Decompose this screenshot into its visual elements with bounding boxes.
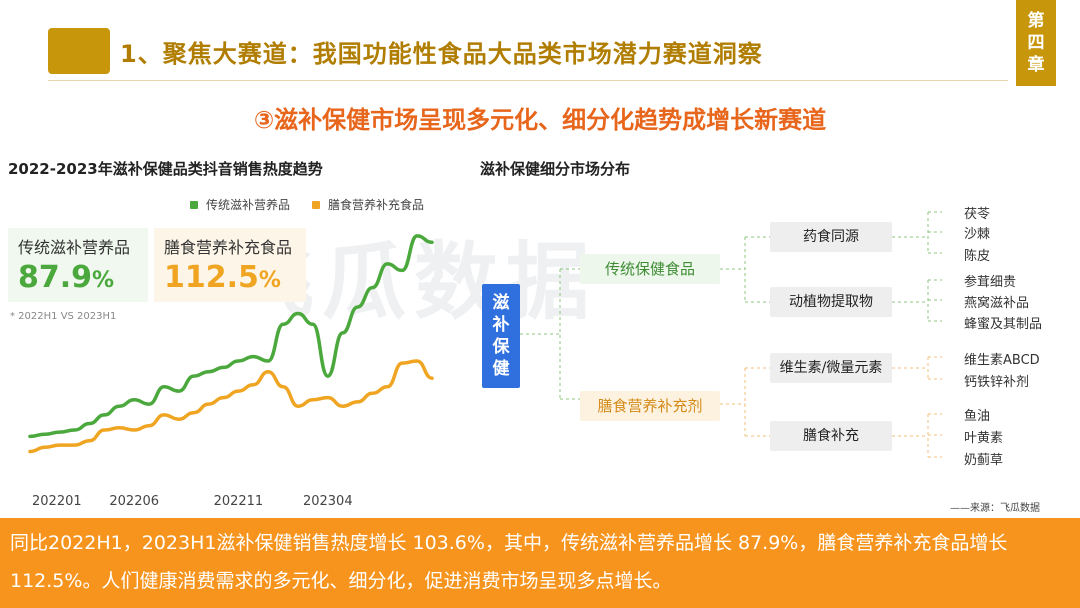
kpi-value: 87.9% (18, 260, 138, 295)
chapter-char: 第 (1027, 11, 1045, 31)
legend-item-dietary: 膳食营养补充食品 (312, 196, 424, 213)
root-char: 滋 (492, 293, 510, 313)
x-tick-label: 202206 (109, 494, 159, 509)
legend-swatch-orange (312, 200, 321, 209)
root-char: 健 (492, 359, 510, 379)
series-line-1 (28, 359, 434, 454)
tree-leaf: 蜂蜜及其制品 (964, 317, 1043, 332)
compare-note: * 2022H1 VS 2023H1 (10, 311, 117, 322)
chart-title: 2022-2023年滋补保健品类抖音销售热度趋势 (8, 160, 323, 178)
legend-item-traditional: 传统滋补营养品 (190, 196, 290, 213)
connector-leaves-4 (892, 413, 942, 458)
legend-swatch-green (190, 200, 198, 209)
legend-label: 膳食营养补充食品 (328, 198, 425, 212)
chapter-char: 章 (1027, 55, 1045, 75)
series-line-0 (28, 234, 434, 439)
page-title: 1、聚焦大赛道：我国功能性食品大品类市场潜力赛道洞察 (120, 40, 763, 68)
kpi-label: 传统滋补营养品 (18, 238, 131, 257)
x-tick-label: 202201 (32, 494, 82, 509)
tree-leaf: 钙铁锌补剂 (964, 375, 1030, 390)
kpi-value: 112.5% (164, 260, 296, 295)
connector-root (520, 268, 580, 400)
x-tick-label: 202304 (303, 494, 353, 509)
tree-connectors (520, 211, 942, 458)
connector-leaves-1 (892, 211, 942, 254)
tree-leaf: 参茸细贵 (964, 275, 1017, 290)
header-accent-block (48, 28, 110, 74)
kpi-number: 112.5 (164, 260, 259, 295)
root-char: 补 (492, 315, 510, 335)
tree-leaf: 叶黄素 (964, 431, 1004, 446)
tree-leaf: 维生素ABCD (964, 353, 1040, 368)
kpi-card-dietary: 膳食营养补充食品 112.5% (154, 228, 306, 302)
connector-green (720, 236, 770, 303)
section-subtitle: ③滋补保健市场呈现多元化、细分化趋势成增长新赛道 (253, 106, 827, 134)
tree-leaf: 燕窝滋补品 (964, 296, 1030, 311)
kpi-label: 膳食营养补充食品 (164, 238, 293, 257)
chart-legend: 传统滋补营养品 膳食营养补充食品 (190, 196, 424, 213)
tree-category-dietary: 膳食营养补充剂 (580, 391, 720, 421)
line-chart: 202201 202206 202211 202304 (28, 234, 434, 509)
tree-root: 滋 补 保 健 (482, 284, 520, 388)
kpi-unit: % (258, 268, 281, 293)
kpi-card-traditional: 传统滋补营养品 87.9% (8, 228, 148, 302)
connector-leaves-2 (892, 279, 942, 322)
tree-subcategory: 膳食补充 (770, 421, 892, 451)
tree-subcategory: 药食同源 (770, 222, 892, 252)
summary-footer: 同比2022H1，2023H1滋补保健销售热度增长 103.6%，其中，传统滋补… (0, 518, 1080, 608)
kpi-number: 87.9 (18, 260, 93, 295)
header-divider (48, 80, 1008, 81)
tree-leaf: 沙棘 (964, 227, 991, 242)
chapter-char: 四 (1027, 33, 1045, 53)
tree-leaf: 陈皮 (964, 249, 991, 264)
kpi-unit: % (92, 268, 115, 293)
tree-subcategory: 动植物提取物 (770, 287, 892, 317)
connector-leaves-3 (892, 356, 942, 380)
tree-leaf: 鱼油 (964, 409, 991, 424)
tree-leaf: 茯苓 (964, 207, 991, 222)
tree-subcategory: 维生素/微量元素 (770, 353, 892, 383)
root-char: 保 (492, 337, 510, 357)
tree-title: 滋补保健细分市场分布 (480, 160, 631, 178)
x-tick-label: 202211 (214, 494, 264, 509)
tree-leaf: 奶蓟草 (964, 453, 1004, 468)
legend-label: 传统滋补营养品 (206, 198, 291, 212)
source-note: ——来源：飞瓜数据 (950, 503, 1040, 514)
connector-orange (720, 367, 770, 437)
tree-category-traditional: 传统保健食品 (580, 254, 720, 284)
chapter-tab: 第 四 章 (1016, 0, 1056, 86)
